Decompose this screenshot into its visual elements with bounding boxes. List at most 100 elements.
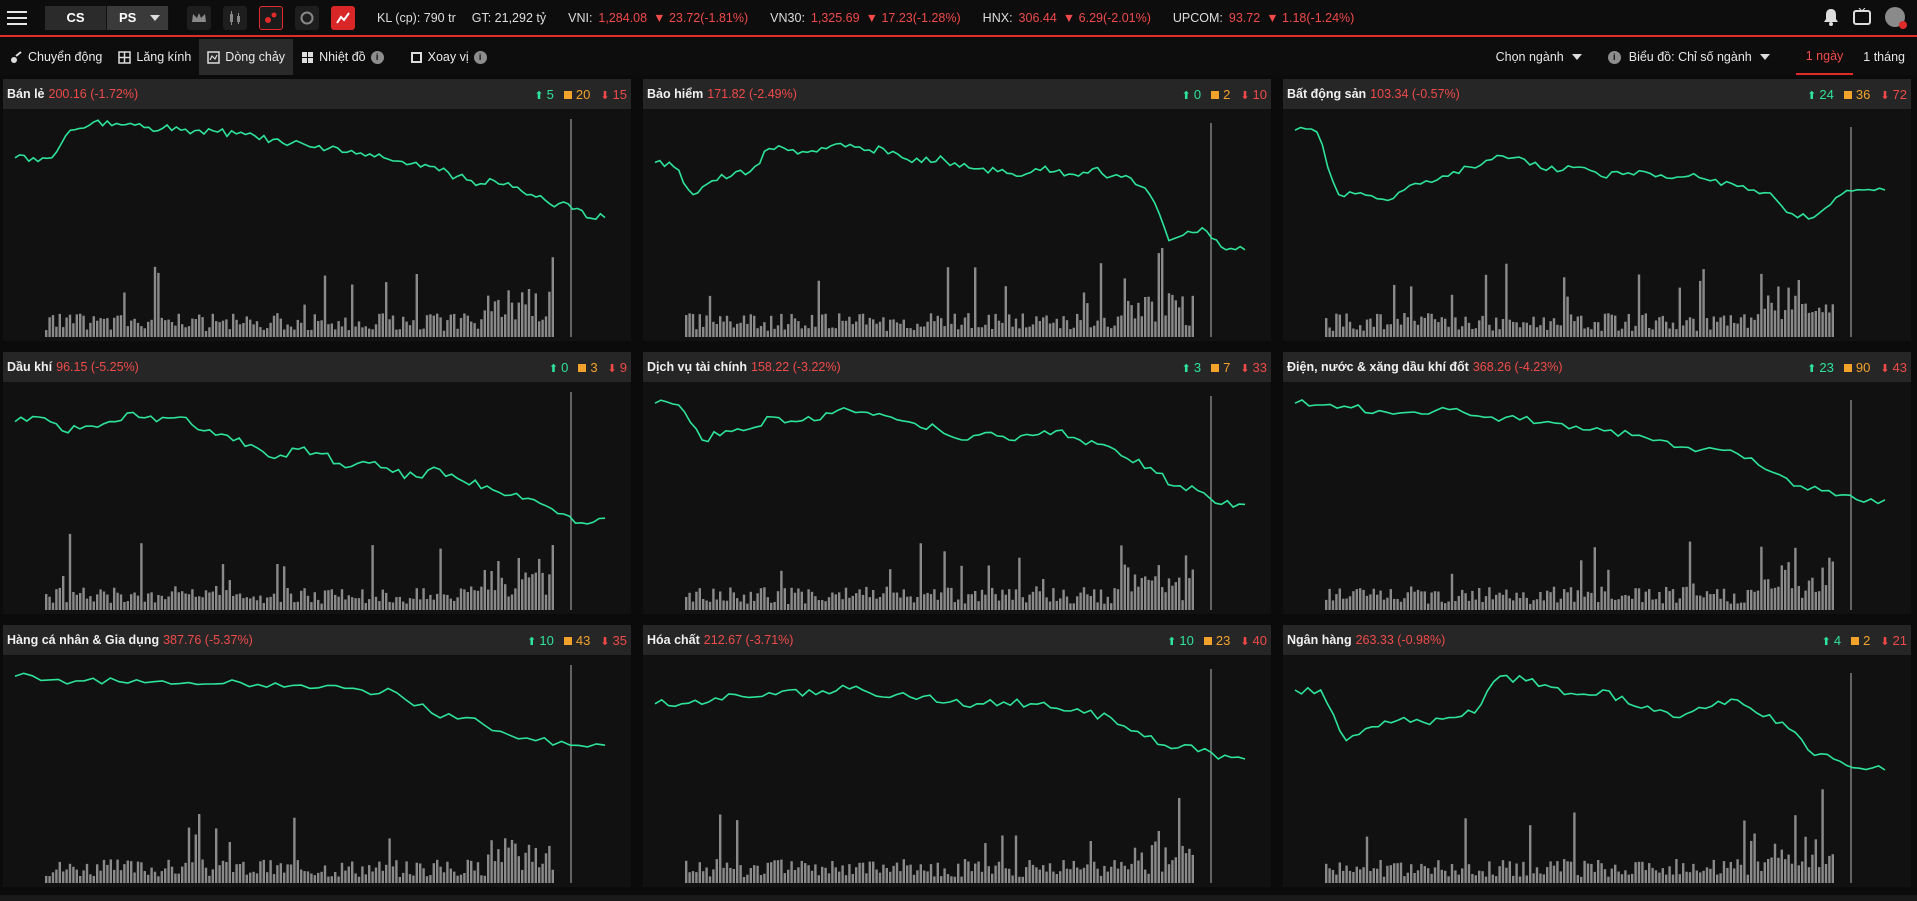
- range-1-month[interactable]: 1 tháng: [1863, 50, 1905, 64]
- volume-bar: [187, 326, 191, 337]
- volume-bar: [102, 318, 106, 337]
- sector-intraday-chart[interactable]: [3, 382, 631, 614]
- sector-intraday-chart[interactable]: [3, 109, 631, 341]
- volume-bar: [1760, 546, 1763, 610]
- sector-panel[interactable]: Điện, nước & xăng dầu khí đốt 368.26 (-4.…: [1283, 352, 1911, 614]
- tab-nhiet-do[interactable]: Nhiệt đồ i: [293, 39, 392, 75]
- volume-bar: [364, 326, 367, 337]
- volume-bar: [732, 327, 735, 337]
- index-hnx[interactable]: HNX: 306.44 ▼ 6.29(-2.01%): [983, 11, 1151, 25]
- chart-tool-icon[interactable]: [331, 5, 355, 30]
- volume-bar: [1035, 586, 1038, 610]
- volume-bar: [109, 859, 112, 883]
- volume-bar: [1110, 603, 1113, 610]
- sector-panel[interactable]: Bán lẻ 200.16 (-1.72%) ⬆ 5 20 ⬇ 15: [3, 79, 631, 341]
- sector-panel[interactable]: Dịch vụ tài chính 158.22 (-3.22%) ⬆ 3 7 ⬇ 33: [643, 352, 1271, 614]
- volume-bar: [1777, 286, 1780, 337]
- volume-bar: [368, 328, 371, 337]
- volume-bar: [1821, 567, 1824, 610]
- volume-bar: [521, 292, 524, 337]
- sector-panel[interactable]: Ngân hàng 263.33 (-0.98%) ⬆ 4 2 ⬇ 21: [1283, 625, 1911, 887]
- volume-bar: [201, 597, 204, 610]
- ps-dropdown[interactable]: PS: [107, 5, 169, 30]
- hamburger-menu-icon[interactable]: [7, 10, 27, 25]
- tab-lang-kinh[interactable]: Lăng kính: [110, 39, 199, 75]
- candlestick-tool-icon[interactable]: [223, 5, 247, 30]
- volume-bar: [831, 327, 834, 337]
- volume-bar: [1174, 582, 1177, 610]
- volume-bar: [851, 874, 854, 883]
- volume-bar: [834, 867, 837, 883]
- sector-intraday-chart[interactable]: [1283, 109, 1911, 341]
- volume-bar: [1069, 869, 1072, 883]
- volume-bar: [1082, 292, 1086, 337]
- avatar[interactable]: [1885, 7, 1907, 29]
- bell-icon[interactable]: [1823, 8, 1839, 26]
- tab-dong-chay[interactable]: Dòng chảy: [199, 39, 294, 75]
- sector-panel[interactable]: Bảo hiểm 171.82 (-2.49%) ⬆ 0 2 ⬇ 10: [643, 79, 1271, 341]
- sector-intraday-chart[interactable]: [643, 382, 1271, 614]
- volume-bar: [55, 326, 58, 337]
- index-vn30[interactable]: VN30: 1,325.69 ▼ 17.23(-1.28%): [770, 11, 961, 25]
- info-icon[interactable]: i: [370, 50, 384, 64]
- sector-intraday-chart[interactable]: [643, 655, 1271, 887]
- panel-header: Bảo hiểm 171.82 (-2.49%) ⬆ 0 2 ⬇ 10: [643, 79, 1271, 109]
- sector-intraday-chart[interactable]: [643, 109, 1271, 341]
- index-upcom[interactable]: UPCOM: 93.72 ▼ 1.18(-1.24%): [1173, 11, 1354, 25]
- volume-bar: [527, 289, 531, 337]
- sector-name: Hàng cá nhân & Gia dụng: [7, 633, 160, 647]
- tab-chuyen-dong[interactable]: Chuyển động: [0, 39, 110, 75]
- volume-bar: [317, 872, 320, 883]
- volume-bar: [1586, 327, 1590, 337]
- volume-bar: [1174, 300, 1177, 337]
- volume-bar: [330, 589, 333, 610]
- sector-panel[interactable]: Dầu khí 96.15 (-5.25%) ⬆ 0 3 ⬇ 9: [3, 352, 631, 614]
- volume-bar: [698, 588, 701, 610]
- volume-bar: [92, 316, 95, 337]
- volume-bar: [1018, 557, 1021, 610]
- cs-button[interactable]: CS: [45, 5, 107, 30]
- volume-bar: [283, 329, 286, 337]
- volume-bar: [1505, 589, 1508, 610]
- volume-bar: [1154, 321, 1157, 337]
- volume-bar: [279, 601, 282, 610]
- volume-bar: [177, 313, 180, 337]
- range-1-day[interactable]: 1 ngày: [1795, 39, 1854, 75]
- volume-bar: [228, 580, 231, 610]
- volume-bar: [943, 551, 946, 610]
- volume-bar: [878, 321, 882, 337]
- sector-intraday-chart[interactable]: [1283, 655, 1911, 887]
- volume-bar: [1559, 598, 1562, 610]
- volume-bar: [1607, 313, 1610, 337]
- volume-bar: [1004, 594, 1007, 610]
- volume-bar: [865, 324, 868, 337]
- volume-bar: [310, 329, 313, 337]
- volume-bar: [1797, 280, 1800, 337]
- volume-bar: [1675, 602, 1678, 610]
- industry-dropdown[interactable]: Chọn ngành: [1496, 50, 1582, 64]
- volume-bar: [391, 866, 395, 883]
- volume-bar: [1624, 321, 1627, 337]
- volume-bar: [1362, 867, 1365, 883]
- tab-xoay-vi[interactable]: Xoay vị i: [402, 39, 495, 75]
- volume-bar: [1372, 588, 1375, 610]
- sector-intraday-chart[interactable]: [1283, 382, 1911, 614]
- index-vni[interactable]: VNI: 1,284.08 ▼ 23.72(-1.81%): [568, 11, 748, 25]
- tv-icon[interactable]: [1853, 8, 1871, 26]
- sector-panel[interactable]: Bất động sản 103.34 (-0.57%) ⬆ 24 36 ⬇ 72: [1283, 79, 1911, 341]
- volume-bar: [262, 603, 265, 610]
- advancers-count: ⬆ 4: [1822, 633, 1841, 648]
- volume-bar: [1678, 874, 1681, 883]
- volume-bar: [923, 326, 926, 337]
- sector-intraday-chart[interactable]: [3, 655, 631, 887]
- flow-tool-icon[interactable]: [259, 5, 283, 30]
- chart-type-dropdown[interactable]: i Biểu đồ: Chỉ số ngành: [1607, 50, 1770, 64]
- panel-header: Điện, nước & xăng dầu khí đốt 368.26 (-4.…: [1283, 352, 1911, 382]
- crown-tool-icon[interactable]: [187, 5, 211, 30]
- refresh-tool-icon[interactable]: [295, 5, 319, 30]
- info-icon[interactable]: i: [473, 50, 487, 64]
- volume-bar: [286, 324, 289, 337]
- sector-panel[interactable]: Hóa chất 212.67 (-3.71%) ⬆ 10 23 ⬇ 40: [643, 625, 1271, 887]
- sector-panel[interactable]: Hàng cá nhân & Gia dụng 387.76 (-5.37%) ⬆ 1…: [3, 625, 631, 887]
- volume-bar: [1529, 325, 1532, 337]
